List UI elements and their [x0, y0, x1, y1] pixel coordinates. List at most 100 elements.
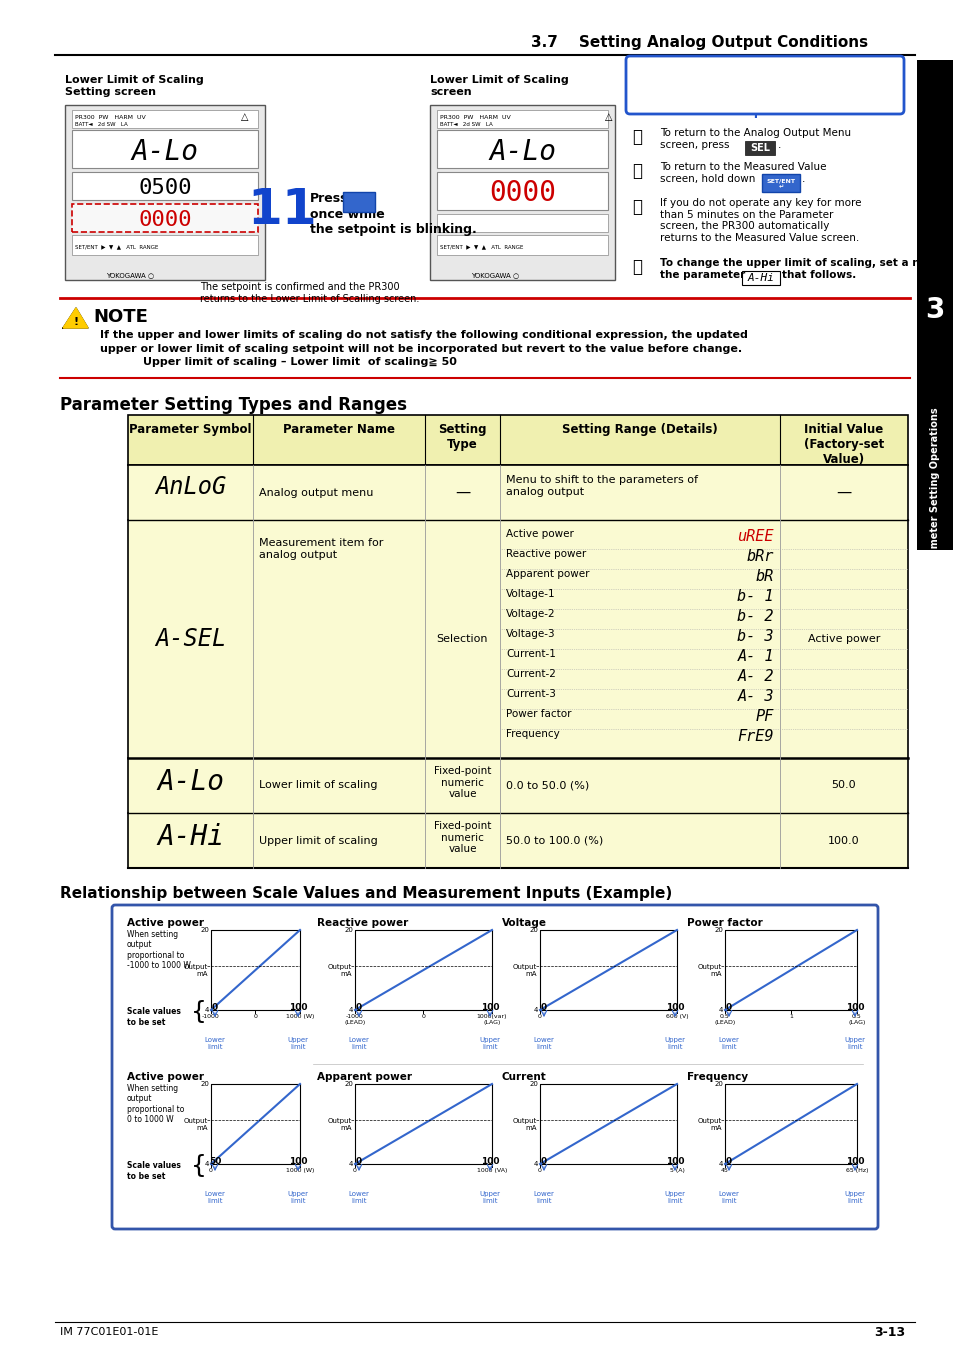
- Text: A- 3: A- 3: [737, 689, 773, 704]
- Text: 20: 20: [200, 1081, 209, 1088]
- Text: Upper
limit: Upper limit: [479, 1038, 500, 1050]
- Text: 3: 3: [924, 296, 943, 324]
- Text: 0: 0: [353, 1169, 356, 1173]
- Text: b- 1: b- 1: [737, 589, 773, 604]
- Text: —: —: [836, 485, 851, 500]
- FancyBboxPatch shape: [625, 55, 903, 113]
- Text: screen, hold down: screen, hold down: [659, 174, 755, 184]
- Text: Scale values
to be set: Scale values to be set: [127, 1008, 181, 1027]
- Text: 4: 4: [533, 1161, 537, 1167]
- Text: uREE: uREE: [737, 530, 773, 544]
- Text: 0: 0: [355, 1004, 362, 1012]
- Text: 4: 4: [533, 1006, 537, 1013]
- Text: bR: bR: [755, 569, 773, 584]
- Text: Scale values
to be set: Scale values to be set: [127, 1162, 181, 1181]
- Text: 0500: 0500: [138, 178, 192, 199]
- Bar: [916, 59, 953, 550]
- Text: 👆: 👆: [631, 128, 641, 146]
- Text: A-SEL: A-SEL: [154, 627, 226, 651]
- Text: upper or lower limit of scaling setpoint will not be incorporated but revert to : upper or lower limit of scaling setpoint…: [100, 345, 741, 354]
- Text: NOTE: NOTE: [92, 308, 148, 326]
- Text: 20: 20: [200, 927, 209, 934]
- Text: 1000 (W): 1000 (W): [286, 1015, 314, 1019]
- Bar: [436, 172, 607, 209]
- Bar: [436, 130, 607, 168]
- Text: 100: 100: [665, 1004, 683, 1012]
- Text: 0: 0: [540, 1004, 546, 1012]
- Text: Analog output menu: Analog output menu: [258, 488, 373, 497]
- FancyBboxPatch shape: [112, 905, 877, 1229]
- Text: Lower
limit: Lower limit: [204, 1192, 225, 1204]
- Text: BATT◄   2d SW   LA: BATT◄ 2d SW LA: [75, 122, 128, 127]
- Text: Current-1: Current-1: [505, 648, 556, 659]
- Text: Parameter Setting Operations: Parameter Setting Operations: [929, 407, 939, 573]
- Text: A-Lo: A-Lo: [157, 767, 224, 796]
- Bar: [65, 105, 265, 280]
- Text: 600 (V): 600 (V): [665, 1015, 688, 1019]
- Text: Output
mA: Output mA: [328, 1117, 352, 1131]
- Text: Parameter Name: Parameter Name: [283, 423, 395, 436]
- Text: Output
mA: Output mA: [512, 1117, 537, 1131]
- Text: Upper limit of scaling – Lower limit  of scaling≧ 50: Upper limit of scaling – Lower limit of …: [143, 357, 456, 367]
- Text: Lower
limit: Lower limit: [718, 1192, 739, 1204]
- Text: Active power: Active power: [807, 634, 880, 644]
- Text: 0: 0: [725, 1158, 731, 1166]
- Text: Upper
limit: Upper limit: [843, 1192, 864, 1204]
- Text: A-Hi: A-Hi: [747, 273, 774, 282]
- Text: Voltage: Voltage: [501, 917, 546, 928]
- Text: 0.5
(LAG): 0.5 (LAG): [847, 1015, 864, 1025]
- Text: 100: 100: [480, 1158, 498, 1166]
- Bar: [71, 130, 257, 168]
- Text: 0000: 0000: [489, 178, 556, 207]
- Text: Current: Current: [501, 1071, 546, 1082]
- Text: 11: 11: [247, 186, 316, 234]
- Bar: [744, 141, 774, 155]
- Bar: [436, 235, 607, 255]
- Text: YOKOGAWA ○: YOKOGAWA ○: [106, 272, 153, 278]
- Text: 20: 20: [344, 927, 353, 934]
- Text: 0.5
(LEAD): 0.5 (LEAD): [714, 1015, 735, 1025]
- Text: PR300  PW   HARM  UV: PR300 PW HARM UV: [439, 115, 510, 120]
- Text: Upper limit of scaling: Upper limit of scaling: [258, 835, 377, 846]
- Text: Output
mA: Output mA: [184, 963, 208, 977]
- Text: Lower limit of scaling: Lower limit of scaling: [258, 781, 377, 790]
- Text: Lower Limit of Scaling
screen: Lower Limit of Scaling screen: [430, 76, 568, 97]
- Text: 20: 20: [714, 927, 722, 934]
- Text: Apparent power: Apparent power: [505, 569, 589, 580]
- Text: —: —: [455, 485, 470, 500]
- Text: Upper
limit: Upper limit: [287, 1038, 308, 1050]
- Text: Upper
limit: Upper limit: [479, 1192, 500, 1204]
- Text: Voltage-2: Voltage-2: [505, 609, 555, 619]
- Text: Upper
limit: Upper limit: [287, 1192, 308, 1204]
- Bar: [128, 520, 907, 758]
- Text: 20: 20: [714, 1081, 722, 1088]
- Text: 45: 45: [720, 1169, 728, 1173]
- Text: Output
mA: Output mA: [184, 1117, 208, 1131]
- Text: 4: 4: [718, 1161, 722, 1167]
- Text: A- 2: A- 2: [737, 669, 773, 684]
- Text: 20: 20: [344, 1081, 353, 1088]
- Text: A-Hi: A-Hi: [157, 823, 224, 851]
- Text: screen, press: screen, press: [659, 141, 729, 150]
- Text: 50: 50: [209, 1158, 221, 1166]
- Text: △: △: [240, 112, 248, 122]
- Text: SET/ENT  ▶  ▼  ▲   ATL  RANGE: SET/ENT ▶ ▼ ▲ ATL RANGE: [75, 245, 158, 250]
- Text: 100: 100: [480, 1004, 498, 1012]
- Text: 3-13: 3-13: [873, 1325, 904, 1339]
- Text: once while
the setpoint is blinking.: once while the setpoint is blinking.: [310, 208, 476, 236]
- Bar: [741, 272, 780, 285]
- Text: 0.0 to 50.0 (%): 0.0 to 50.0 (%): [505, 781, 589, 790]
- Text: Output
mA: Output mA: [512, 963, 537, 977]
- Text: If you do not operate any key for more
than 5 minutes on the Parameter
screen, t: If you do not operate any key for more t…: [659, 199, 861, 243]
- Text: .: .: [778, 141, 781, 150]
- Text: b- 3: b- 3: [737, 630, 773, 644]
- Text: that follows.: that follows.: [781, 270, 856, 280]
- Text: 0000: 0000: [138, 209, 192, 230]
- Text: Frequency: Frequency: [505, 730, 559, 739]
- Text: Measurement item for
analog output: Measurement item for analog output: [258, 538, 383, 559]
- Bar: [128, 415, 907, 465]
- Text: Setting Range (Details): Setting Range (Details): [561, 423, 717, 436]
- Text: Power factor: Power factor: [505, 709, 571, 719]
- Text: Voltage-3: Voltage-3: [505, 630, 555, 639]
- Bar: [71, 204, 257, 232]
